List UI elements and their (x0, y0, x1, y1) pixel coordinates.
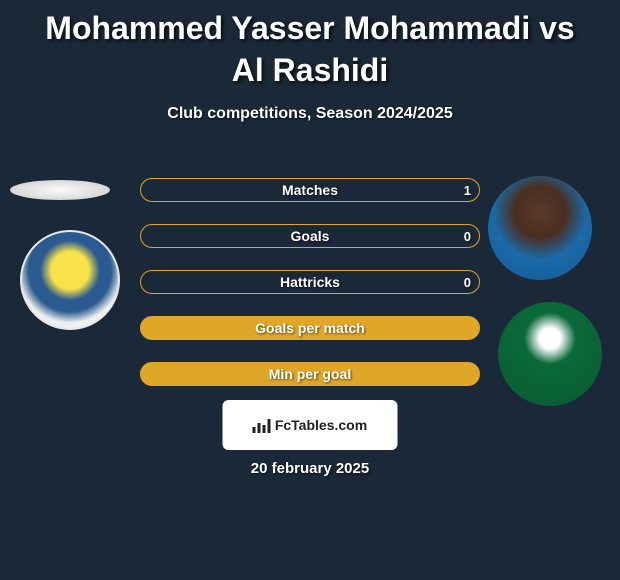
logo-text: FcTables.com (275, 417, 367, 433)
player-left-avatar-placeholder (10, 180, 110, 200)
player-right-avatar (488, 176, 592, 280)
chart-icon (253, 417, 271, 433)
stat-right-value: 1 (464, 183, 471, 198)
page-title: Mohammed Yasser Mohammadi vs Al Rashidi (0, 0, 620, 91)
stat-row: Min per goal (140, 362, 480, 386)
site-logo[interactable]: FcTables.com (223, 400, 398, 450)
stat-row: Matches 1 (140, 178, 480, 202)
stat-label: Matches (282, 182, 338, 198)
stat-label: Goals per match (255, 320, 365, 336)
stat-right-value: 0 (464, 229, 471, 244)
stat-label: Min per goal (269, 366, 351, 382)
stat-label: Hattricks (280, 274, 340, 290)
stat-right-value: 0 (464, 275, 471, 290)
stat-row: Goals 0 (140, 224, 480, 248)
subtitle: Club competitions, Season 2024/2025 (0, 105, 620, 123)
date-label: 20 february 2025 (0, 460, 620, 477)
stat-row: Hattricks 0 (140, 270, 480, 294)
stat-row: Goals per match (140, 316, 480, 340)
club-right-logo (498, 302, 602, 406)
club-left-logo (20, 230, 120, 330)
stat-label: Goals (291, 228, 330, 244)
stats-panel: Matches 1 Goals 0 Hattricks 0 Goals per match M… (140, 178, 480, 408)
